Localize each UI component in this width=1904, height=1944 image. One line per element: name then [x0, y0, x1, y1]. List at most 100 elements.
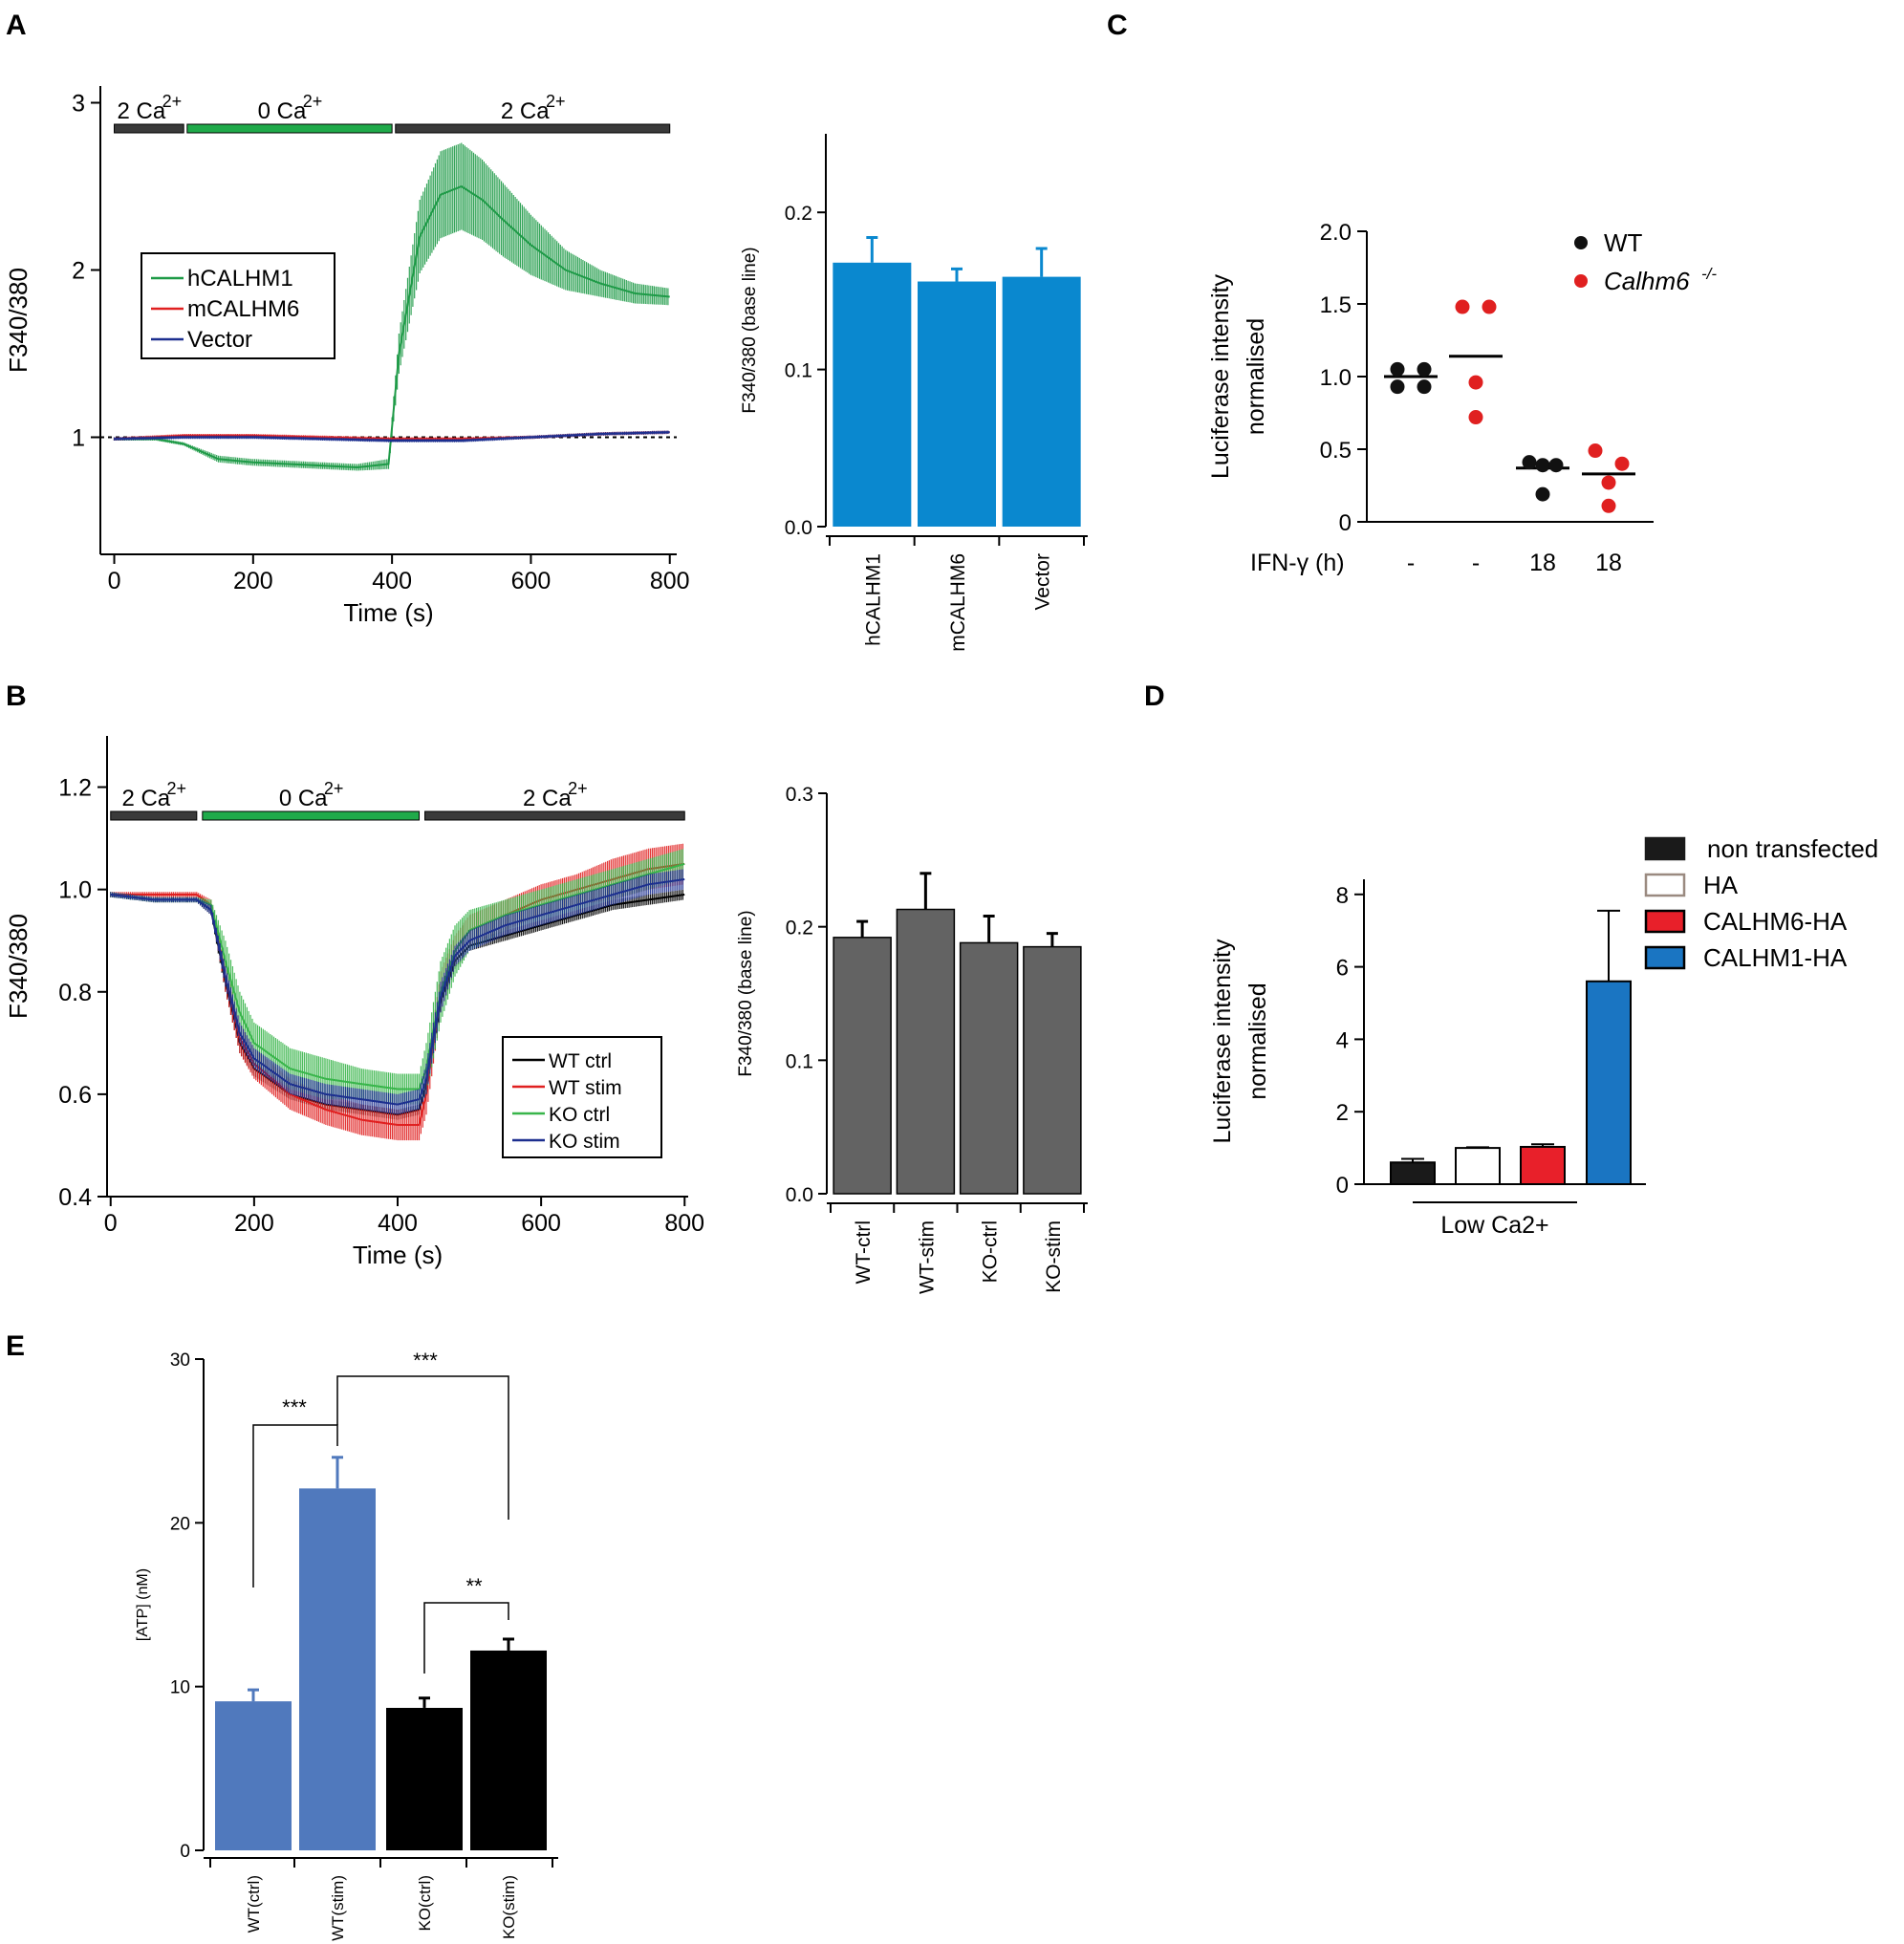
y-tick-label: 0.1 [785, 360, 812, 382]
legend-marker [1574, 274, 1588, 288]
data-point [1390, 361, 1405, 377]
series-line [114, 184, 670, 469]
legend-swatch [1644, 873, 1686, 897]
condition-bar-label: 2 Ca [501, 98, 550, 124]
x-group-label: 18 [1595, 550, 1622, 576]
legend-swatch [1644, 909, 1686, 934]
x-tick-label: 600 [511, 568, 552, 594]
y-tick-label: 1.0 [58, 877, 92, 904]
data-point [1468, 410, 1483, 425]
y-tick-label: 0.2 [786, 918, 813, 940]
y-tick-label: 3 [72, 91, 85, 118]
legend-label: HA [1703, 871, 1739, 899]
bar-wt-ctrl [215, 1701, 292, 1850]
x-axis-label: Time (s) [353, 1241, 443, 1269]
condition-bar-label: 0 Ca [258, 98, 307, 124]
panel-label-a: A [6, 10, 27, 41]
condition-bar [424, 810, 685, 821]
condition-bar-sup: 2+ [546, 92, 566, 111]
x-tick-label: 800 [650, 568, 690, 594]
significance-bracket [336, 1375, 509, 1520]
x-group-label: - [1407, 550, 1415, 576]
series-line [110, 862, 685, 1091]
legend-swatch [1644, 836, 1686, 861]
x-tick-label: 0 [104, 1210, 118, 1237]
x-category-label: KO(ctrl) [416, 1875, 434, 1932]
bar-hcalhm1 [833, 262, 912, 527]
y-axis-label: [ATP] (nM) [135, 1568, 151, 1641]
y-tick-label: 0.5 [1320, 438, 1352, 464]
bar-mcalhm6 [918, 281, 996, 527]
data-point [1601, 475, 1616, 490]
bar-wt-stim [299, 1488, 376, 1850]
y-axis-label: F340/380 [4, 268, 32, 373]
y-tick-label: 0.0 [786, 1184, 813, 1206]
data-point [1468, 375, 1483, 390]
y-axis-label: F340/380 [4, 914, 32, 1019]
bar-ha [1455, 1147, 1501, 1185]
bar-ko-ctrl [959, 941, 1019, 1195]
data-point [1390, 379, 1405, 395]
panel-d-bar-chart: 0 2 4 6 8 Luciferase intensity normalised Low C… [1209, 834, 1878, 1239]
y-axis-label: F340/380 (base line) [736, 910, 756, 1076]
panel-label-e: E [6, 1330, 25, 1362]
x-tick-label: 0 [108, 568, 121, 594]
y-tick-label: 8 [1336, 883, 1349, 909]
bar-wt-stim [896, 908, 956, 1195]
y-tick-label: 0.4 [58, 1184, 92, 1211]
y-tick-label: 1.5 [1320, 292, 1352, 318]
y-tick-label: 0.8 [58, 980, 92, 1006]
x-category-label: KO(stim) [500, 1875, 518, 1939]
legend-label: KO stim [549, 1131, 620, 1153]
data-point [1535, 486, 1550, 502]
data-point [1535, 458, 1550, 473]
x-category-label: KO-stim [1043, 1220, 1065, 1293]
series-line [110, 878, 685, 1106]
panel-a-bar-chart: 0.0 0.1 0.2 F340/380 (base line) hCALHM1 mCAL… [740, 134, 1088, 652]
bar-calhm6-ha [1520, 1145, 1566, 1186]
x-category-label: KO-ctrl [980, 1220, 1002, 1283]
y-tick-label: 10 [170, 1678, 190, 1698]
legend-box [141, 252, 335, 359]
data-point [1548, 458, 1564, 473]
condition-bar [202, 810, 421, 821]
data-point [1522, 455, 1537, 470]
y-tick-label: 0.2 [785, 203, 812, 225]
y-axis-label-line1: Luciferase intensity [1207, 274, 1234, 480]
x-tick-label: 400 [372, 568, 412, 594]
data-point [1601, 498, 1616, 513]
legend-label: non transfected [1707, 834, 1878, 863]
data-point [1614, 456, 1630, 471]
y-tick-label: 4 [1336, 1027, 1349, 1053]
condition-bar [186, 123, 393, 134]
y-tick-label: 30 [170, 1350, 190, 1371]
y-tick-label: 2 [1336, 1100, 1349, 1126]
y-axis-label: F340/380 (base line) [740, 247, 760, 413]
significance-label: ** [465, 1574, 483, 1598]
y-tick-label: 2.0 [1320, 220, 1352, 246]
condition-bar [114, 123, 184, 134]
bar-ko-ctrl [386, 1707, 463, 1850]
y-tick-label: 0 [180, 1842, 190, 1862]
bar-calhm1-ha [1586, 980, 1632, 1186]
x-category-label: Vector [1032, 553, 1054, 611]
legend-label: Calhm6 [1604, 267, 1690, 295]
bar-ko-stim [1023, 945, 1082, 1195]
y-axis-label-line2: normalised [1243, 318, 1269, 435]
y-tick-label: 1.0 [1320, 365, 1352, 391]
y-tick-label: 1.2 [58, 775, 92, 802]
y-tick-label: 0 [1339, 510, 1352, 536]
panel-label-b: B [6, 680, 27, 712]
condition-bar [395, 123, 671, 134]
condition-bar-label: 2 Ca [121, 786, 170, 811]
condition-bar-sup: 2+ [303, 92, 323, 111]
y-tick-label: 20 [170, 1514, 190, 1534]
panel-b-bar-chart: 0.0 0.1 0.2 0.3 F340/380 (base line) WT-ctrl W… [736, 784, 1088, 1294]
legend-label: CALHM6-HA [1703, 907, 1848, 936]
legend-label-sup: -/- [1701, 265, 1717, 283]
panel-e-bar-chart: 0 10 20 30 [ATP] (nM) WT(ctrl) WT(stim) KO(ctrl… [135, 1349, 558, 1941]
panel-b-line-chart: 0 200 400 600 800 0.4 0.6 0.8 1.0 1.2 Time (s) F340… [4, 736, 704, 1269]
x-row-label: IFN-γ (h) [1250, 550, 1345, 576]
